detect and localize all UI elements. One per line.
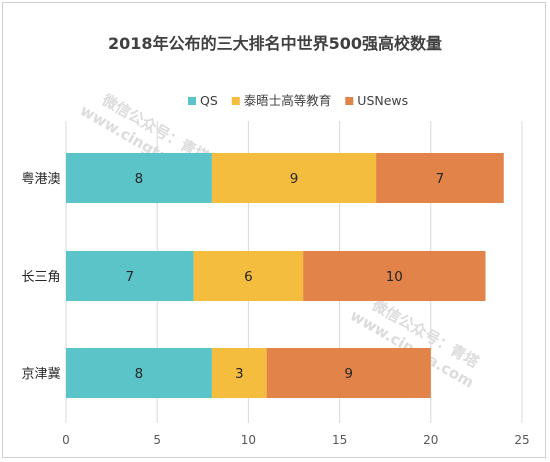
bar-1-1 bbox=[193, 251, 304, 301]
chart-frame: 微信公众号：青塔www.cingta.com微信公众号：青塔www.cingta… bbox=[2, 2, 546, 458]
category-label-0: 粤港澳 bbox=[21, 171, 60, 187]
data-label-1-0: 7 bbox=[126, 269, 135, 285]
tick-label-15: 15 bbox=[332, 433, 347, 447]
bar-2-2 bbox=[266, 348, 431, 398]
chart-title: 2018年公布的三大排名中世界500强高校数量 bbox=[108, 34, 442, 53]
stacked-bar-chart: 微信公众号：青塔www.cingta.com微信公众号：青塔www.cingta… bbox=[21, 34, 529, 447]
data-label-1-1: 6 bbox=[244, 269, 253, 285]
legend-label-0: QS bbox=[200, 93, 218, 108]
category-label-1: 长三角 bbox=[21, 270, 60, 285]
x-axis-ticks: 0 5 10 15 20 25 bbox=[62, 433, 529, 447]
category-label-2: 京津冀 bbox=[21, 366, 60, 382]
tick-label-20: 20 bbox=[423, 433, 438, 447]
tick-label-0: 0 bbox=[62, 433, 70, 447]
tick-label-25: 25 bbox=[514, 433, 529, 447]
tick-label-10: 10 bbox=[241, 433, 256, 447]
legend-label-1: 泰晤士高等教育 bbox=[244, 93, 332, 108]
data-label-0-0: 8 bbox=[135, 171, 144, 187]
legend-label-2: USNews bbox=[357, 93, 408, 108]
bars: 8 9 7 7 6 10 8 3 9 bbox=[66, 153, 504, 398]
data-label-0-2: 7 bbox=[436, 171, 445, 187]
bar-0-1 bbox=[211, 153, 377, 203]
bar-1-0 bbox=[66, 251, 194, 301]
data-label-1-2: 10 bbox=[386, 269, 403, 285]
tick-label-5: 5 bbox=[153, 433, 161, 447]
legend-swatch-1 bbox=[231, 97, 240, 105]
bar-0-2 bbox=[376, 153, 504, 203]
legend-swatch-2 bbox=[345, 97, 354, 105]
bar-2-1 bbox=[211, 348, 267, 398]
data-label-2-1: 3 bbox=[235, 366, 244, 382]
data-label-2-2: 9 bbox=[344, 366, 353, 382]
data-label-2-0: 8 bbox=[135, 366, 144, 382]
bar-0-0 bbox=[66, 153, 212, 203]
bar-1-2 bbox=[303, 251, 486, 301]
data-label-0-1: 9 bbox=[290, 171, 299, 187]
legend: QS 泰晤士高等教育 USNews bbox=[188, 93, 408, 108]
legend-swatch-0 bbox=[188, 97, 196, 105]
watermarks: 微信公众号：青塔www.cingta.com微信公众号：青塔www.cingta… bbox=[77, 90, 483, 391]
bar-2-0 bbox=[66, 348, 212, 398]
